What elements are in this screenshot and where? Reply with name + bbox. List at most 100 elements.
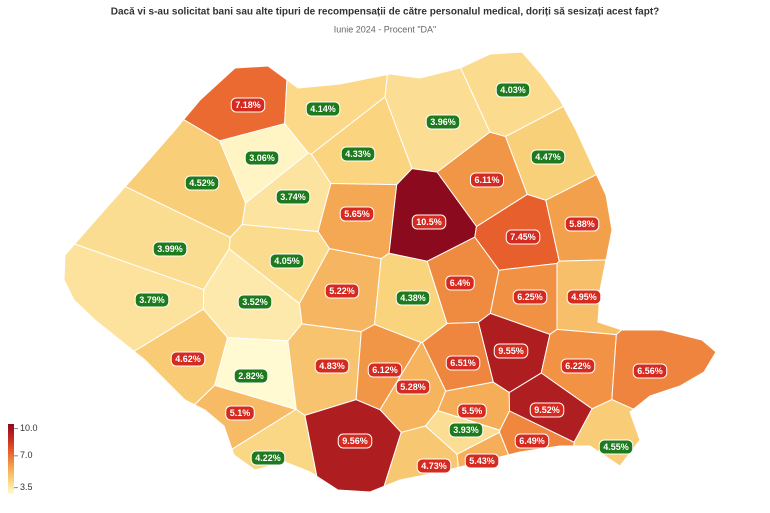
value-badge: 3.06% [244, 150, 280, 166]
value-label: 3.06% [249, 153, 275, 163]
value-badge: 5.22% [324, 283, 360, 299]
badge-bg [530, 149, 566, 165]
badge-bg [134, 292, 170, 308]
badge-bg [632, 363, 668, 379]
badge-bg [339, 206, 375, 222]
value-label: 6.4% [450, 278, 471, 288]
value-label: 6.51% [450, 358, 476, 368]
value-label: 4.73% [421, 461, 447, 471]
badge-bg [395, 379, 431, 395]
value-badge: 4.05% [269, 253, 305, 269]
value-label: 4.83% [319, 361, 345, 371]
value-label: 4.55% [603, 442, 629, 452]
badge-bg [314, 358, 350, 374]
value-badge: 6.4% [445, 275, 475, 291]
value-badge: 3.96% [425, 114, 461, 130]
value-label: 6.49% [519, 436, 545, 446]
value-label: 4.95% [571, 292, 597, 302]
value-badge: 3.52% [237, 294, 273, 310]
value-label: 5.65% [344, 209, 370, 219]
value-badge: 6.12% [367, 362, 403, 378]
value-label: 5.5% [462, 406, 483, 416]
value-label: 9.52% [534, 405, 560, 415]
value-badge: 5.65% [339, 206, 375, 222]
value-badge: 6.56% [632, 363, 668, 379]
value-label: 4.47% [535, 152, 561, 162]
badge-bg [230, 97, 266, 113]
value-label: 4.52% [189, 178, 215, 188]
badge-bg [337, 433, 373, 449]
badge-bg [560, 358, 596, 374]
badge-bg [269, 253, 305, 269]
value-label: 10.5% [416, 217, 442, 227]
badge-bg [493, 343, 529, 359]
badge-bg [445, 355, 481, 371]
badge-bg [598, 439, 634, 455]
value-badge: 5.43% [464, 453, 500, 469]
badge-bg [152, 241, 188, 257]
county [63, 243, 205, 352]
badge-bg [170, 351, 206, 367]
value-badge: 4.95% [566, 289, 602, 305]
value-badge: 4.62% [170, 351, 206, 367]
value-label: 4.38% [400, 293, 426, 303]
value-label: 3.93% [453, 425, 479, 435]
value-badge: 9.56% [337, 433, 373, 449]
value-label: 3.52% [242, 297, 268, 307]
badge-bg [457, 403, 487, 419]
value-badge: 7.18% [230, 97, 266, 113]
badge-bg [395, 290, 431, 306]
badge-bg [416, 458, 452, 474]
value-label: 6.22% [565, 361, 591, 371]
badge-bg [275, 189, 311, 205]
value-badge: 6.49% [514, 433, 550, 449]
badge-bg [529, 402, 565, 418]
value-badge: 5.1% [225, 405, 255, 421]
value-badge: 4.47% [530, 149, 566, 165]
badge-bg [495, 82, 531, 98]
value-label: 6.56% [637, 366, 663, 376]
value-label: 5.22% [329, 286, 355, 296]
badge-bg [225, 405, 255, 421]
badge-bg [464, 453, 500, 469]
badge-bg [233, 368, 269, 384]
value-badge: 4.22% [250, 450, 286, 466]
value-label: 4.05% [274, 256, 300, 266]
value-label: 4.03% [500, 85, 526, 95]
value-badge: 4.38% [395, 290, 431, 306]
value-label: 3.99% [157, 244, 183, 254]
value-badge: 6.25% [512, 289, 548, 305]
value-label: 2.82% [238, 371, 264, 381]
badge-bg [367, 362, 403, 378]
badge-bg [244, 150, 280, 166]
value-label: 9.56% [342, 436, 368, 446]
value-label: 6.11% [474, 175, 499, 185]
value-label: 6.12% [372, 365, 398, 375]
colorbar-label: 7.0 [20, 450, 33, 460]
value-label: 9.55% [498, 346, 524, 356]
value-badge: 4.73% [416, 458, 452, 474]
badge-bg [448, 422, 484, 438]
badge-bg [512, 289, 548, 305]
value-label: 4.62% [175, 354, 201, 364]
value-badge: 4.83% [314, 358, 350, 374]
value-badge: 9.55% [493, 343, 529, 359]
badge-bg [340, 146, 376, 162]
badge-bg [250, 450, 286, 466]
colorbar-label: 3.5 [20, 482, 33, 492]
value-badge: 4.03% [495, 82, 531, 98]
value-badge: 4.33% [340, 146, 376, 162]
value-badge: 4.55% [598, 439, 634, 455]
badge-bg [237, 294, 273, 310]
value-badge: 6.51% [445, 355, 481, 371]
colorbar [8, 424, 14, 494]
value-label: 7.18% [235, 100, 261, 110]
badge-bg [445, 275, 475, 291]
badge-bg [469, 172, 505, 188]
badge-bg [564, 216, 600, 232]
value-label: 3.79% [139, 295, 165, 305]
value-label: 6.25% [517, 292, 543, 302]
badge-bg [505, 229, 541, 245]
value-label: 4.14% [310, 104, 336, 114]
